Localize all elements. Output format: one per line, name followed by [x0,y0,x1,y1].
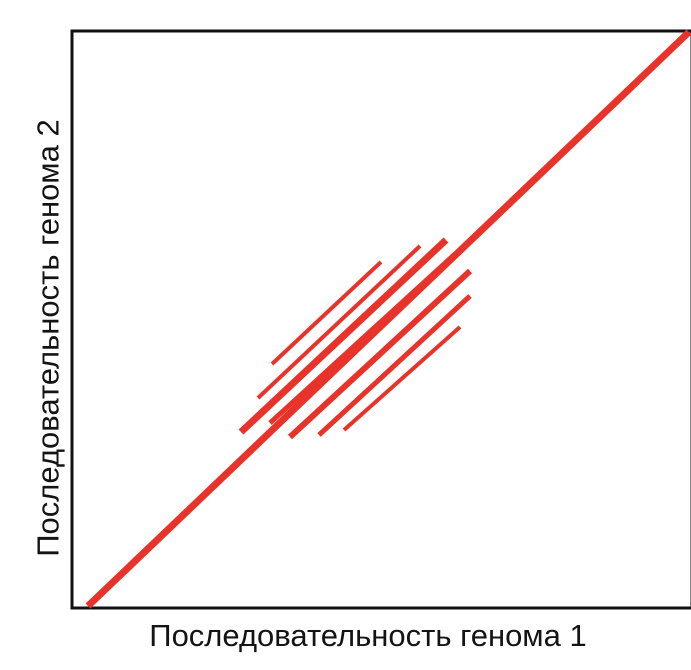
repeat-line [238,237,449,435]
repeat-region-lines [238,237,473,440]
repeat-line [270,260,383,366]
main-diagonal-line [85,29,691,609]
repeat-line [256,244,422,400]
repeat-line [342,325,462,432]
repeat-line [317,294,472,437]
y-axis-label: Последовательность генома 2 [30,119,66,557]
repeat-line [287,268,473,440]
plot-frame [70,29,691,610]
repeat-line [268,252,457,425]
x-axis-label: Последовательность генома 1 [149,618,587,653]
